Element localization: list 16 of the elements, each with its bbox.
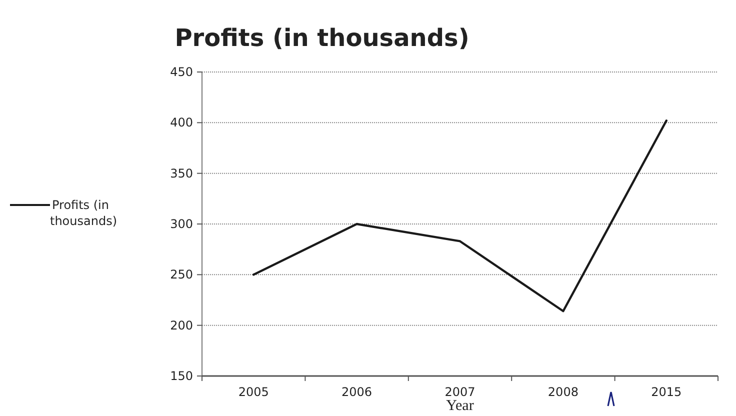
y-tick-label: 450 xyxy=(170,65,193,79)
x-tick-label: 2008 xyxy=(548,385,578,399)
x-tick-label: 2006 xyxy=(342,385,372,399)
x-tick-label: 2015 xyxy=(651,385,682,399)
y-tick-label: 300 xyxy=(170,217,193,231)
legend-label: Profits (in thousands) xyxy=(50,198,118,228)
y-tick-label: 250 xyxy=(170,268,193,282)
x-axis-title: Year xyxy=(446,398,474,414)
y-tick-label: 350 xyxy=(170,166,193,180)
chart-title: Profits (in thousands) xyxy=(174,24,470,52)
x-tick-label: 2005 xyxy=(238,385,269,399)
x-tick-label: 2007 xyxy=(444,385,476,399)
y-tick-label: 150 xyxy=(170,369,193,383)
y-tick-label: 200 xyxy=(170,318,193,332)
line-series xyxy=(252,120,668,312)
y-tick-label: 400 xyxy=(170,116,193,130)
